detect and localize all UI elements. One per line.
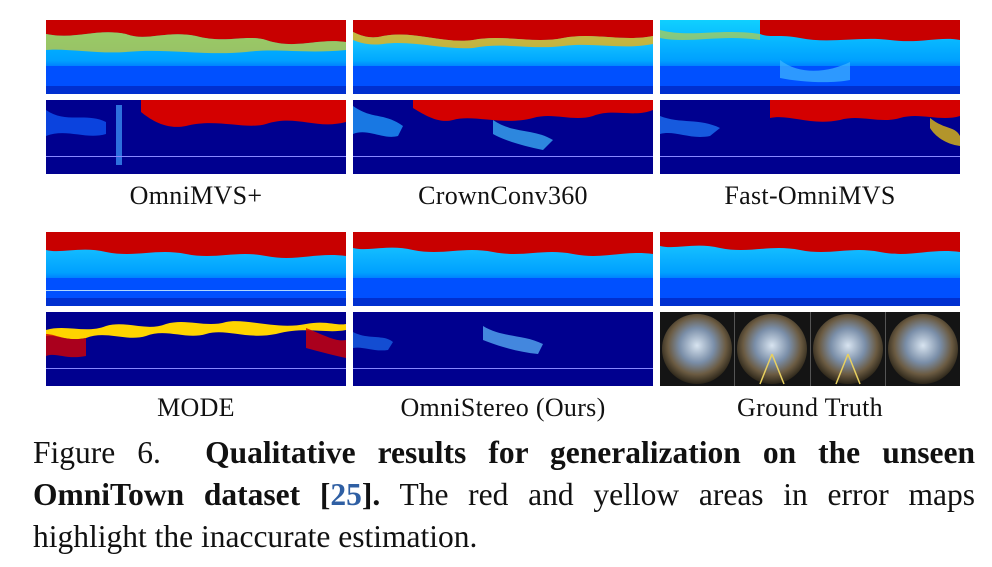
figure-caption: Figure 6. Qualitative results for genera… bbox=[33, 432, 975, 558]
caption-bold-close: ]. bbox=[361, 477, 381, 512]
panel-fast-omnimvs: Fast-OmniMVS bbox=[660, 20, 960, 220]
panel-ground-truth: Ground Truth bbox=[660, 232, 960, 432]
panel-label: Ground Truth bbox=[737, 393, 883, 422]
caption-prefix: Figure 6. bbox=[33, 435, 161, 470]
panel-label: MODE bbox=[157, 393, 235, 422]
caption-bold-text: Qualitative results for generalization o… bbox=[33, 435, 975, 512]
panel-label: OmniMVS+ bbox=[129, 181, 263, 210]
depth-map-image bbox=[353, 20, 653, 94]
error-map-image bbox=[353, 312, 653, 386]
panel-label: OmniStereo (Ours) bbox=[400, 393, 606, 422]
caption-rest: The red and yellow areas in error maps h… bbox=[33, 477, 975, 554]
panel-omnistereo-ours: OmniStereo (Ours) bbox=[353, 232, 653, 432]
error-map-image bbox=[46, 100, 346, 174]
panel-mode: MODE bbox=[46, 232, 346, 432]
panel-omnimvs-plus: OmniMVS+ bbox=[46, 20, 346, 220]
panel-label: Fast-OmniMVS bbox=[724, 181, 896, 210]
depth-map-image bbox=[660, 232, 960, 306]
depth-map-image bbox=[353, 232, 653, 306]
figure-grid: OmniMVS+ bbox=[46, 20, 960, 432]
error-map-image bbox=[46, 312, 346, 386]
depth-map-image bbox=[660, 20, 960, 94]
caption-reference-link[interactable]: 25 bbox=[330, 477, 362, 512]
depth-map-image bbox=[46, 20, 346, 94]
depth-map-image bbox=[46, 232, 346, 306]
panel-label: CrownConv360 bbox=[418, 181, 588, 210]
panel-crownconv360: CrownConv360 bbox=[353, 20, 653, 220]
fisheye-input-images bbox=[660, 312, 960, 386]
error-map-image bbox=[353, 100, 653, 174]
error-map-image bbox=[660, 100, 960, 174]
